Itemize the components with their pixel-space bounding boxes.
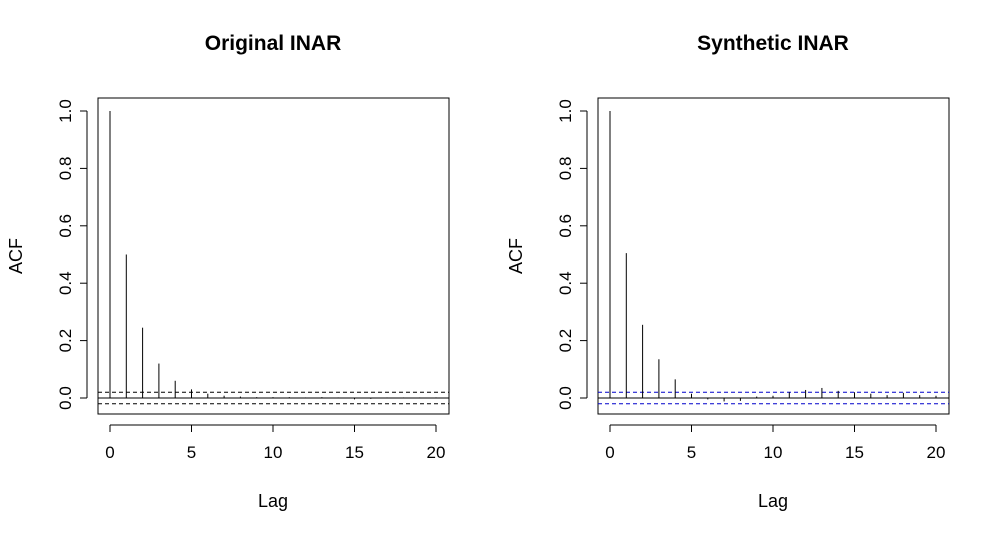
chart-title: Original INAR bbox=[205, 32, 342, 55]
acf-panel-2: Synthetic INAR 0 5 10 15 20 0.0 0.2 0.4 0.6 0.8 1.0… bbox=[506, 32, 950, 511]
y-tick-label: 0.0 bbox=[56, 386, 75, 410]
y-tick-label: 0.2 bbox=[56, 329, 75, 353]
x-axis-label: Lag bbox=[258, 491, 288, 511]
x-tick-label: 15 bbox=[845, 443, 864, 462]
x-tick-label: 5 bbox=[687, 443, 696, 462]
y-tick-label: 0.8 bbox=[56, 157, 75, 181]
y-tick-label: 0.6 bbox=[56, 214, 75, 238]
chart-title: Synthetic INAR bbox=[697, 32, 849, 55]
x-axis-label: Lag bbox=[758, 491, 788, 511]
y-tick-label: 0.4 bbox=[556, 271, 575, 295]
y-tick-label: 0.8 bbox=[556, 157, 575, 181]
plot-frame bbox=[97, 97, 450, 415]
plot-frame bbox=[597, 97, 950, 415]
x-tick-label: 10 bbox=[264, 443, 283, 462]
y-tick-label: 1.0 bbox=[56, 99, 75, 123]
y-tick-label: 0.0 bbox=[556, 386, 575, 410]
x-tick-label: 20 bbox=[927, 443, 946, 462]
acf-panel-1: Original INAR 0 5 10 15 20 0.0 0.2 0.4 0.6 0.8 1.0 L… bbox=[6, 32, 450, 511]
y-axis-label: ACF bbox=[6, 238, 26, 274]
y-tick-label: 0.2 bbox=[556, 329, 575, 353]
x-tick-label: 15 bbox=[345, 443, 364, 462]
y-tick-label: 0.6 bbox=[556, 214, 575, 238]
y-axis-label: ACF bbox=[506, 238, 526, 274]
x-tick-label: 20 bbox=[427, 443, 446, 462]
y-tick-label: 1.0 bbox=[556, 99, 575, 123]
x-tick-label: 5 bbox=[187, 443, 196, 462]
x-tick-label: 10 bbox=[764, 443, 783, 462]
x-tick-label: 0 bbox=[605, 443, 614, 462]
x-tick-label: 0 bbox=[105, 443, 114, 462]
y-tick-label: 0.4 bbox=[56, 271, 75, 295]
